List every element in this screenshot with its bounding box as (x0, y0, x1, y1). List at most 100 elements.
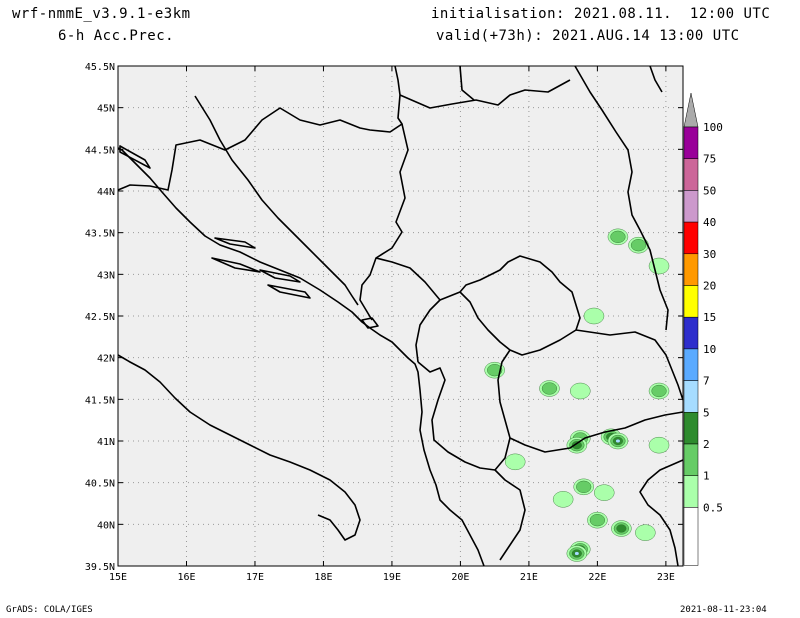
colorbar-bin (683, 285, 699, 318)
bosnia-border (194, 95, 359, 306)
colorbar-label: 15 (703, 311, 716, 324)
colorbar-bottom (683, 507, 699, 566)
lon-label: 18E (314, 572, 332, 583)
lat-label: 40N (97, 520, 115, 531)
colorbar-bin (683, 190, 699, 223)
island-5 (267, 284, 311, 299)
colorbar-label: 7 (703, 375, 710, 388)
precip-cell (487, 364, 503, 377)
precip-cell (574, 551, 580, 556)
colorbar-label: 75 (703, 153, 716, 166)
latitude-labels: 45.5N 45N 44.5N 44N 43.5N 43N 42.5N 42N 41.5N 41N… (85, 62, 115, 573)
greek-coastline (639, 459, 684, 567)
precipitation-colorbar: 0.5 1 2 5 7 10 15 20 30 40 50 75 100 (683, 92, 723, 566)
precip-cell (576, 480, 592, 493)
croatia-inland-border (117, 65, 403, 191)
precip-cell (552, 491, 574, 508)
island-3 (211, 257, 261, 273)
colorbar-top-arrow (683, 92, 699, 128)
colorbar-label: 100 (703, 121, 723, 134)
init-time: initialisation: 2021.08.11. 12:00 UTC (431, 6, 771, 22)
italian-coastline (117, 354, 361, 541)
precipitation-cells (484, 228, 670, 562)
lat-label: 45N (97, 104, 115, 115)
serbia-inland-border (399, 79, 571, 109)
lat-label: 43N (97, 270, 115, 281)
colorbar-bin (683, 316, 699, 350)
lon-label: 21E (520, 572, 538, 583)
colorbar-label: 0.5 (703, 501, 723, 514)
longitude-labels: 15E 16E 17E 18E 19E 20E 21E 22E 23E (109, 572, 675, 583)
lat-label: 40.5N (85, 479, 115, 490)
kosovo-border (439, 255, 581, 356)
precip-cell (615, 439, 621, 443)
precip-cell (589, 514, 605, 527)
island-6 (361, 317, 379, 329)
lat-label: 45.5N (85, 62, 115, 73)
precip-cell (635, 524, 656, 541)
eastern-border (649, 65, 663, 93)
colorbar-bin (683, 348, 699, 381)
precip-cell (616, 524, 627, 533)
valid-time: valid(+73h): 2021.AUG.14 13:00 UTC (436, 28, 740, 44)
island-1 (119, 145, 151, 169)
albania-greece-border (494, 469, 526, 561)
colorbar-label: 5 (703, 406, 710, 419)
timestamp-label: 2021-08-11-23:04 (680, 605, 767, 615)
colorbar-label: 20 (703, 280, 716, 293)
precip-cell (630, 239, 647, 252)
colorbar-label: 10 (703, 343, 716, 356)
lat-label: 44.5N (85, 145, 115, 156)
lon-label: 17E (246, 572, 264, 583)
lat-label: 39.5N (85, 562, 115, 573)
lon-label: 20E (451, 572, 469, 583)
axis-ticks (117, 65, 683, 567)
colorbar-bin (683, 475, 699, 508)
colorbar-bin (683, 221, 699, 255)
bosnia-serbia-border (359, 123, 409, 321)
model-title: wrf-nmmE_v3.9.1-e3km (12, 6, 191, 22)
colorbar-label: 1 (703, 470, 710, 483)
lon-label: 19E (383, 572, 401, 583)
lat-label: 43.5N (85, 229, 115, 240)
lat-label: 42.5N (85, 312, 115, 323)
precip-cell (594, 484, 615, 501)
precip-cell (583, 307, 605, 325)
lat-label: 44N (97, 187, 115, 198)
colorbar-label: 2 (703, 438, 710, 451)
colorbar-bin (683, 412, 699, 445)
lon-label: 15E (109, 572, 127, 583)
coastlines-and-borders (117, 65, 684, 567)
island-2 (214, 237, 256, 249)
precip-cell (651, 384, 667, 398)
colorbar-bin (683, 158, 699, 191)
macedonia-bulgaria-border (575, 329, 684, 401)
colorbar-bin (683, 253, 699, 286)
lat-label: 41.5N (85, 395, 115, 406)
colorbar-bin (683, 443, 699, 476)
macedonia-border (497, 349, 684, 453)
lon-label: 22E (588, 572, 606, 583)
lon-label: 23E (657, 572, 675, 583)
northern-border (459, 65, 475, 101)
colorbar-label: 30 (703, 248, 716, 261)
lat-label: 42N (97, 354, 115, 365)
lon-label: 16E (177, 572, 195, 583)
credit-label: GrADS: COLA/IGES (6, 605, 93, 615)
colorbar-bin (683, 380, 699, 413)
island-4 (259, 269, 301, 283)
precip-cell (648, 436, 670, 454)
precip-cell (505, 453, 526, 471)
colorbar-label: 40 (703, 216, 716, 229)
serbia-bulgaria-border (574, 65, 669, 331)
precip-cell (610, 230, 626, 243)
field-title: 6-h Acc.Prec. (58, 28, 175, 44)
colorbar-bin (683, 126, 699, 159)
precip-cell (648, 257, 670, 275)
precip-cell (571, 441, 582, 450)
precip-cell (541, 382, 558, 395)
colorbar-label: 50 (703, 184, 716, 197)
lat-label: 41N (97, 437, 115, 448)
precip-cell (570, 382, 591, 400)
